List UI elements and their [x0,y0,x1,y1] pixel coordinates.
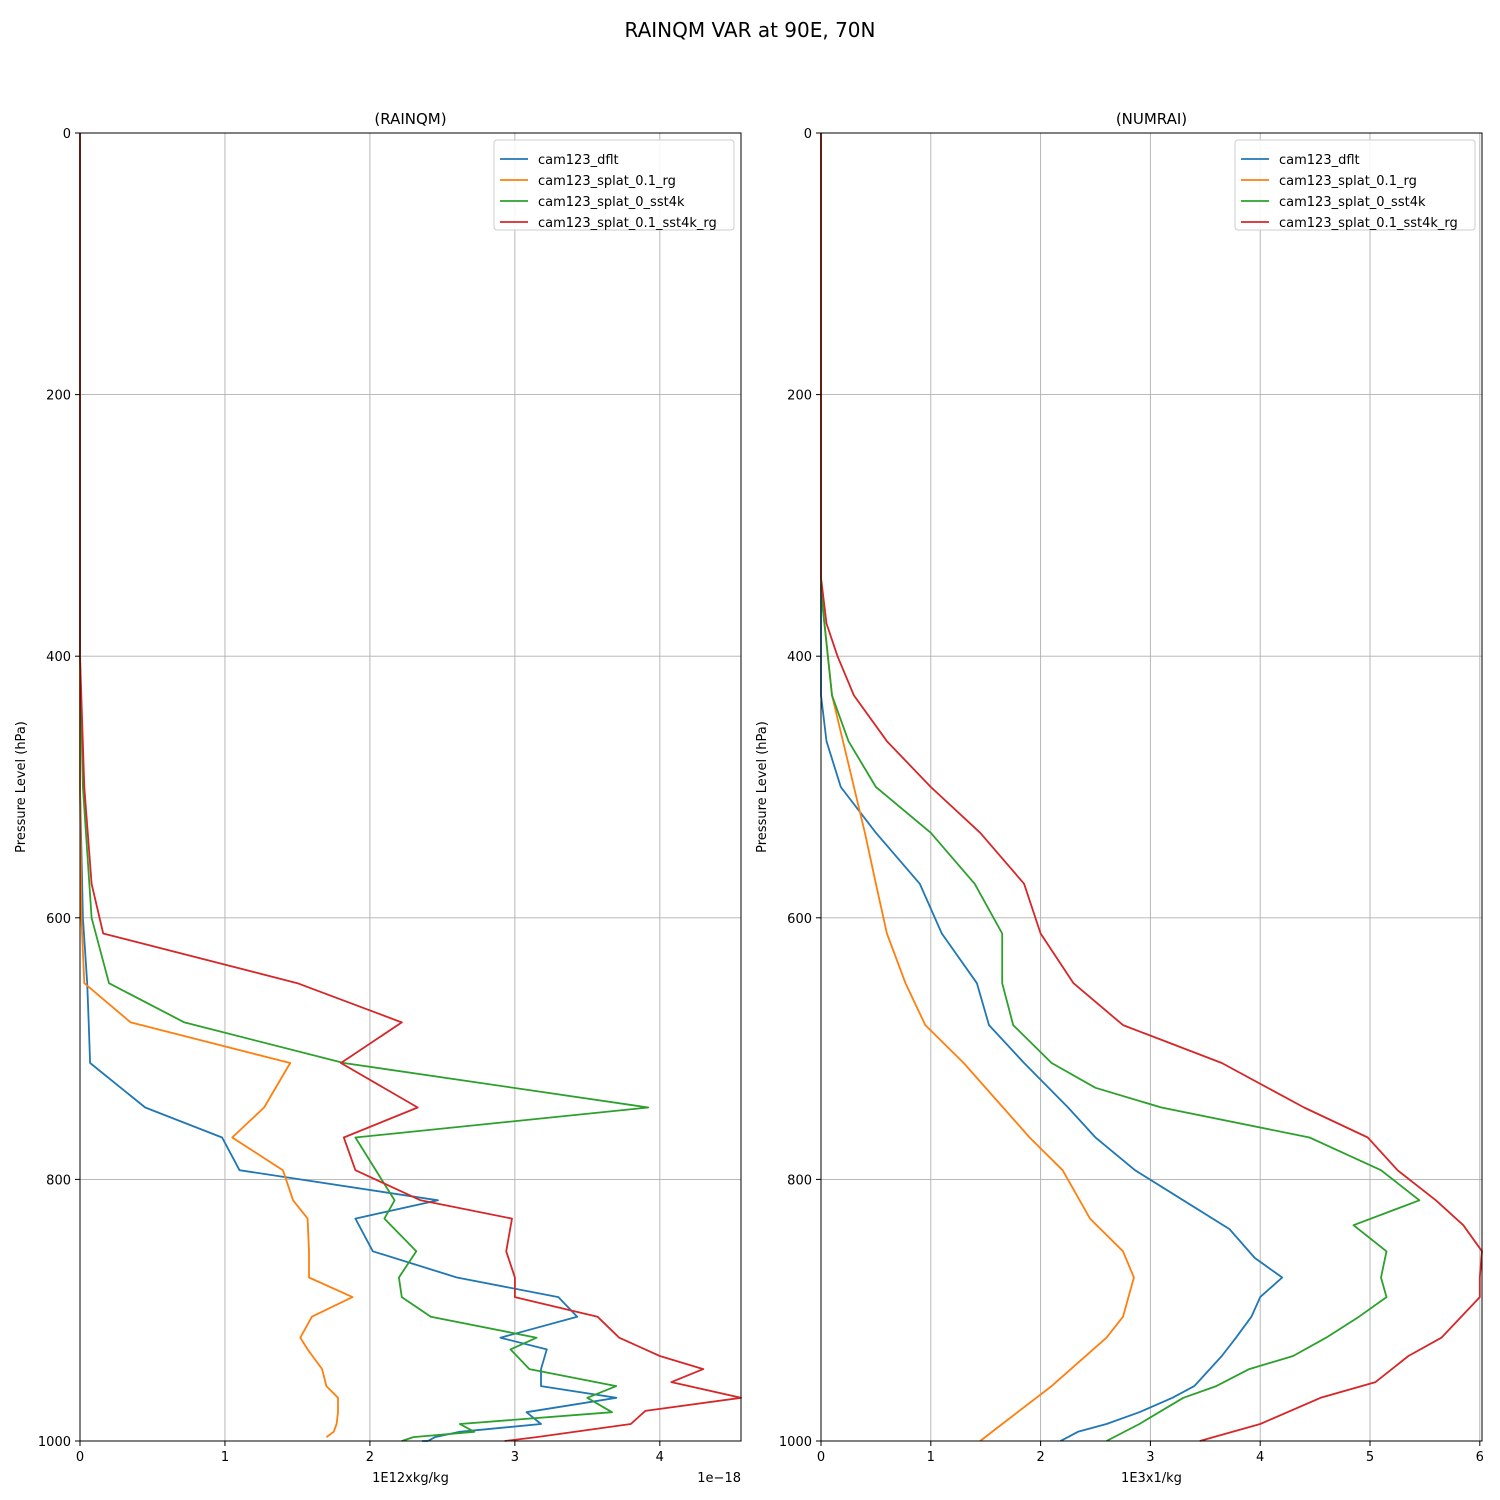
x-tick-label: 1 [221,1450,229,1465]
x-tick-label: 3 [1146,1450,1154,1465]
y-axis-label: Pressure Level (hPa) [14,721,29,853]
series-line-cam123-dflt [79,133,618,1442]
y-tick-label: 0 [804,127,812,142]
legend: cam123_dflt cam123_splat_0.1_rg cam123_spl… [493,139,735,231]
y-tick-label: 800 [787,1173,812,1188]
panel-numrai: 0 1 2 3 4 5 6 0 200 400 600 800 1000 1E3x1/kg Pressure… [755,110,1484,1486]
legend-entry-label: cam123_splat_0.1_sst4k_rg [538,216,717,231]
y-tick-label: 400 [787,650,812,665]
x-tick-label: 0 [817,1450,825,1465]
x-tick-label: 4 [656,1450,664,1465]
series-line-cam123-splat-0-sst4k [79,133,650,1442]
y-tick-label: 400 [46,650,71,665]
series-line-cam123-splat-0-1-sst4k-rg [79,133,742,1442]
panel-title: (RAINQM) [374,110,446,128]
y-tick-label: 800 [46,1173,71,1188]
y-tick-label: 200 [787,389,812,404]
x-tick-label: 0 [76,1450,84,1465]
y-tick-label: 600 [787,912,812,927]
legend-entry-label: cam123_dflt [538,153,619,168]
x-offset-text: 1e−18 [697,1471,741,1486]
axes-frame [79,132,742,1442]
x-tick-label: 4 [1256,1450,1264,1465]
y-tick-label: 1000 [779,1435,812,1450]
x-axis-label: 1E3x1/kg [1121,1471,1182,1486]
series-line-cam123-splat-0-sst4k [820,133,1421,1442]
figure-suptitle: RAINQM VAR at 90E, 70N [625,18,876,42]
x-tick-label: 3 [511,1450,519,1465]
legend-entry-label: cam123_splat_0_sst4k [1279,195,1426,210]
y-axis-label: Pressure Level (hPa) [755,721,770,853]
series-line-cam123-splat-0-1-sst4k-rg [820,133,1483,1442]
x-tick-label: 1 [927,1450,935,1465]
x-axis-label: 1E12xkg/kg [372,1471,449,1486]
legend-entry-label: cam123_splat_0.1_sst4k_rg [1279,216,1458,231]
legend-entry-label: cam123_splat_0.1_rg [1279,174,1417,189]
axes-frame [820,132,1483,1442]
y-tick-label: 200 [46,389,71,404]
legend-entry-label: cam123_splat_0.1_rg [538,174,676,189]
series-line-cam123-dflt [820,133,1284,1442]
legend-entry-label: cam123_splat_0_sst4k [538,195,685,210]
y-tick-label: 0 [63,127,71,142]
x-tick-label: 2 [366,1450,374,1465]
x-tick-label: 5 [1366,1450,1374,1465]
x-tick-label: 2 [1036,1450,1044,1465]
y-tick-label: 1000 [38,1435,71,1450]
legend-box [1234,139,1476,231]
y-tick-label: 600 [46,912,71,927]
legend-entry-label: cam123_dflt [1279,153,1360,168]
legend-box [493,139,735,231]
panel-rainqm: 0 1 2 3 4 0 200 400 600 800 1000 1E12xkg/kg Pressure… [14,110,742,1486]
series-line-cam123-splat-0-1-rg [79,133,354,1438]
series-line-cam123-splat-0-1-rg [820,133,1135,1442]
x-tick-label: 6 [1476,1450,1484,1465]
panel-title: (NUMRAI) [1116,110,1187,128]
legend: cam123_dflt cam123_splat_0.1_rg cam123_spl… [1234,139,1476,231]
